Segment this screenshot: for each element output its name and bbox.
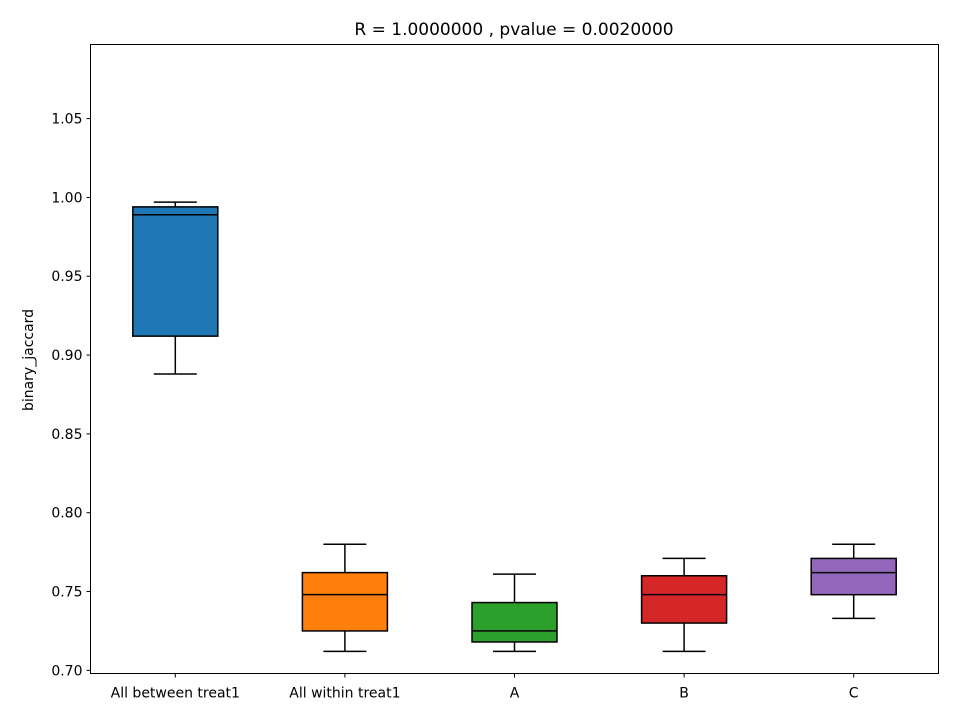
x-tick-label: All within treat1 (289, 686, 400, 702)
y-tick-label: 0.75 (51, 585, 82, 601)
y-tick-label: 0.95 (51, 269, 82, 285)
box-body (640, 575, 728, 624)
chart-title: R = 1.0000000 , pvalue = 0.0020000 (354, 20, 673, 40)
x-tick-label: A (510, 686, 520, 702)
box-2 (301, 543, 389, 653)
box-body (471, 601, 558, 643)
box-5 (810, 543, 897, 620)
box-1 (132, 201, 219, 375)
y-tick-label: 1.05 (51, 112, 82, 128)
y-tick-label: 0.70 (51, 663, 82, 679)
box-body (810, 557, 897, 596)
x-tick-label: All between treat1 (111, 686, 240, 702)
y-tick-label: 0.80 (51, 506, 82, 522)
box-body (132, 206, 219, 337)
box-body (301, 571, 389, 632)
y-tick-label: 0.85 (51, 427, 82, 443)
x-tick-label: C (849, 686, 859, 702)
y-tick-label: 0.90 (51, 348, 82, 364)
y-tick-label: 1.00 (51, 190, 82, 206)
box-4 (640, 557, 728, 653)
y-axis-label: binary_jaccard (21, 309, 37, 411)
box-3 (471, 573, 558, 653)
x-tick-label: B (679, 686, 689, 702)
